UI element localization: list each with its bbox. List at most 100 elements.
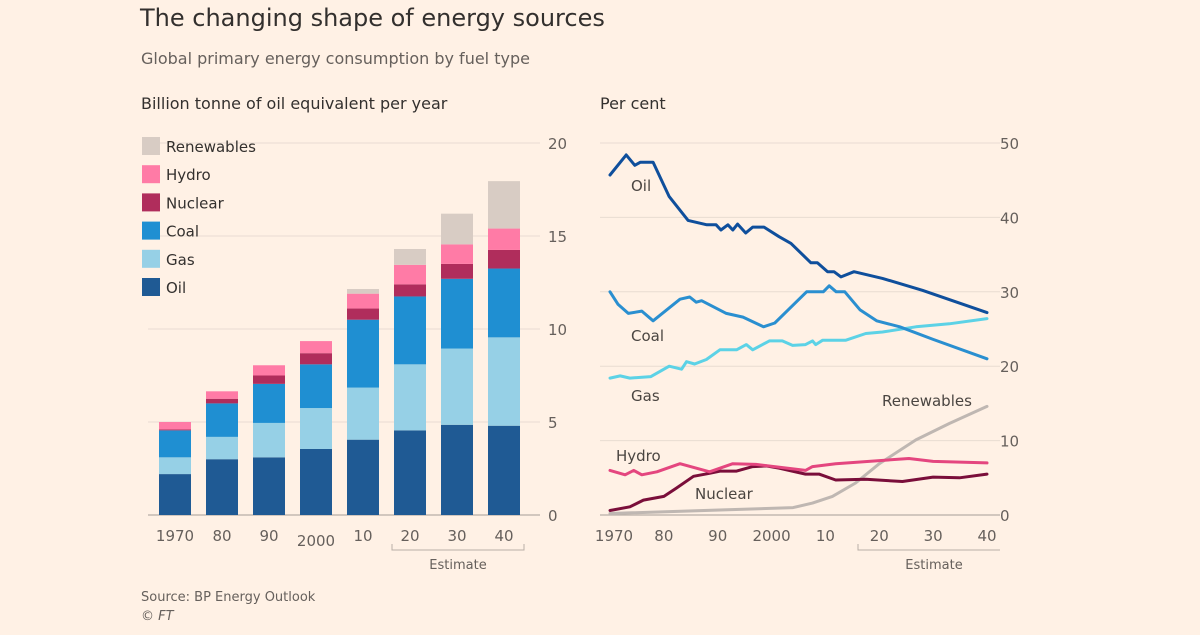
bar-segment-renewables bbox=[394, 249, 426, 265]
bar-y-tick-label: 10 bbox=[548, 321, 567, 339]
legend-swatch-coal bbox=[142, 221, 160, 240]
chart-title: The changing shape of energy sources bbox=[140, 4, 605, 32]
legend-label: Gas bbox=[166, 251, 195, 269]
line-label-coal: Coal bbox=[631, 327, 664, 345]
bar-x-tick-label: 1970 bbox=[156, 527, 194, 545]
line-x-tick-label: 10 bbox=[816, 527, 835, 545]
line-y-tick-label: 20 bbox=[1000, 358, 1019, 376]
bar-segment-hydro bbox=[394, 264, 426, 285]
bar-y-tick-label: 20 bbox=[548, 135, 567, 153]
bar-segment-hydro bbox=[159, 422, 191, 430]
legend-label: Coal bbox=[166, 223, 199, 241]
line-x-tick-label: 1970 bbox=[595, 527, 633, 545]
line-y-tick-label: 30 bbox=[1000, 284, 1019, 302]
bar-y-tick-label: 5 bbox=[548, 414, 558, 432]
legend-swatch-hydro bbox=[142, 165, 160, 184]
line-series-hydro bbox=[608, 457, 989, 477]
line-series-coal bbox=[608, 284, 989, 361]
line-x-tick-label: 80 bbox=[654, 527, 673, 545]
bar-segment-hydro bbox=[206, 391, 238, 399]
bar-segment-oil bbox=[441, 424, 473, 515]
bar-segment-nuclear bbox=[159, 429, 191, 431]
line-x-tick-label: 90 bbox=[708, 527, 727, 545]
bar-segment-nuclear bbox=[441, 263, 473, 279]
bar-x-tick-label: 80 bbox=[212, 527, 231, 545]
legend-label: Hydro bbox=[166, 166, 211, 184]
bar-segment-gas bbox=[488, 337, 520, 426]
bar-segment-gas bbox=[347, 387, 379, 440]
bar-segment-oil bbox=[347, 439, 379, 515]
line-x-tick-label: 2000 bbox=[752, 527, 790, 545]
bar-segment-renewables bbox=[347, 289, 379, 294]
source-note: Source: BP Energy Outlook bbox=[141, 590, 316, 605]
estimate-bracket bbox=[857, 544, 1000, 551]
chart-subtitle: Global primary energy consumption by fue… bbox=[141, 49, 530, 68]
bar-segment-coal bbox=[253, 383, 285, 423]
bar-segment-nuclear bbox=[347, 308, 379, 320]
bar-segment-coal bbox=[300, 364, 332, 409]
line-x-tick-label: 40 bbox=[977, 527, 996, 545]
bar-segment-hydro bbox=[441, 244, 473, 264]
bar-segment-oil bbox=[253, 457, 285, 515]
estimate-label: Estimate bbox=[905, 558, 962, 573]
bar-segment-gas bbox=[300, 408, 332, 449]
bar-x-tick-label: 40 bbox=[494, 527, 513, 545]
bar-segment-oil bbox=[300, 448, 332, 515]
estimate-bracket bbox=[391, 544, 525, 551]
bar-segment-hydro bbox=[488, 228, 520, 250]
bar-segment-nuclear bbox=[394, 284, 426, 297]
legend-label: Oil bbox=[166, 279, 186, 297]
line-x-tick-label: 20 bbox=[870, 527, 889, 545]
bar-segment-hydro bbox=[253, 365, 285, 376]
right-y-axis-label: Per cent bbox=[600, 94, 666, 113]
bar-segment-nuclear bbox=[300, 353, 332, 365]
bar-x-tick-label: 20 bbox=[400, 527, 419, 545]
line-label-oil: Oil bbox=[631, 177, 651, 195]
legend-swatch-renewables bbox=[142, 137, 160, 155]
bar-segment-coal bbox=[206, 403, 238, 437]
line-series-renewables bbox=[608, 404, 989, 515]
bar-segment-oil bbox=[159, 474, 191, 515]
bar-segment-coal bbox=[159, 430, 191, 458]
bar-segment-gas bbox=[394, 364, 426, 431]
bar-segment-gas bbox=[441, 348, 473, 425]
bar-segment-nuclear bbox=[253, 375, 285, 384]
line-series-gas bbox=[608, 317, 989, 380]
line-y-tick-label: 0 bbox=[1000, 507, 1010, 525]
bar-segment-oil bbox=[206, 459, 238, 515]
line-series-nuclear bbox=[608, 464, 989, 512]
bar-x-tick-label: 90 bbox=[259, 527, 278, 545]
legend-label: Nuclear bbox=[166, 194, 225, 212]
left-y-axis-label: Billion tonne of oil equivalent per year bbox=[141, 94, 448, 113]
bar-segment-hydro bbox=[347, 293, 379, 309]
line-y-tick-label: 10 bbox=[1000, 433, 1019, 451]
bar-segment-renewables bbox=[488, 181, 520, 229]
bar-segment-coal bbox=[394, 296, 426, 365]
line-label-hydro: Hydro bbox=[616, 447, 661, 465]
bar-segment-nuclear bbox=[488, 249, 520, 269]
line-label-nuclear: Nuclear bbox=[695, 485, 754, 503]
bar-x-tick-label: 30 bbox=[447, 527, 466, 545]
bar-x-tick-label: 2000 bbox=[297, 532, 335, 550]
copyright: © FT bbox=[141, 609, 174, 624]
bar-y-tick-label: 0 bbox=[548, 507, 558, 525]
bar-segment-hydro bbox=[300, 341, 332, 354]
legend-label: Renewables bbox=[166, 138, 256, 156]
bar-y-tick-label: 15 bbox=[548, 228, 567, 246]
bar-segment-nuclear bbox=[206, 398, 238, 404]
bar-segment-renewables bbox=[441, 213, 473, 245]
bar-segment-gas bbox=[253, 422, 285, 458]
line-label-renewables: Renewables bbox=[882, 392, 972, 410]
line-y-tick-label: 40 bbox=[1000, 209, 1019, 227]
legend-swatch-oil bbox=[142, 278, 160, 296]
bar-segment-coal bbox=[488, 268, 520, 338]
legend-swatch-gas bbox=[142, 249, 160, 268]
line-x-tick-label: 30 bbox=[924, 527, 943, 545]
legend-swatch-nuclear bbox=[142, 193, 160, 212]
bar-segment-coal bbox=[347, 319, 379, 388]
line-y-tick-label: 50 bbox=[1000, 135, 1019, 153]
bar-segment-coal bbox=[441, 278, 473, 349]
bar-x-tick-label: 10 bbox=[353, 527, 372, 545]
estimate-label: Estimate bbox=[429, 558, 486, 573]
